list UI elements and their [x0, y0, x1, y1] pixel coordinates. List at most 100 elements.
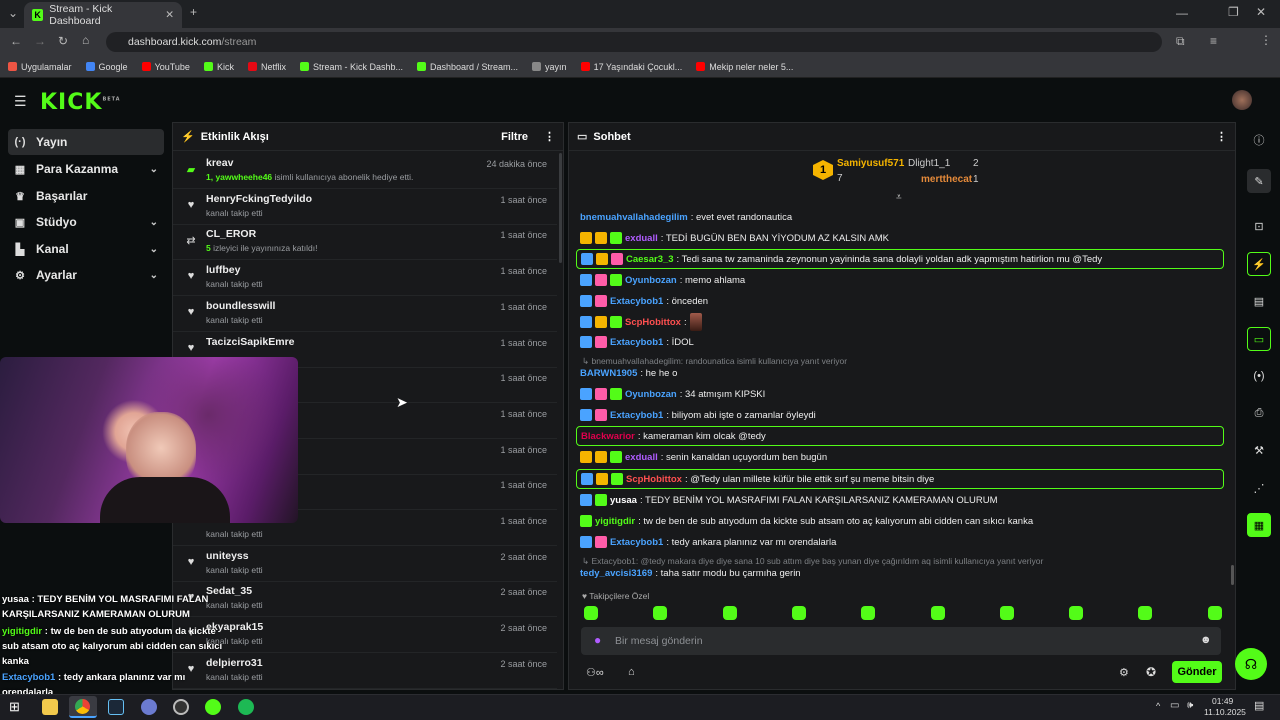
notification-icon[interactable]: ▤	[1254, 700, 1265, 712]
chat-username[interactable]: exduall	[625, 232, 658, 244]
chat-username[interactable]: tedy_avcisi3169	[580, 567, 653, 579]
bookmark-item[interactable]: 17 Yaşındaki Çocukl...	[580, 62, 682, 72]
chat-username[interactable]: Extacybob1	[610, 536, 664, 548]
chat-username[interactable]: BARWN1905	[580, 367, 638, 379]
bookmark-item[interactable]: Google	[85, 62, 128, 72]
send-button[interactable]: Gönder	[1172, 661, 1222, 683]
chat-toggle-icon[interactable]: ▭	[1247, 327, 1271, 351]
bookmark-item[interactable]: Kick	[203, 62, 234, 72]
top-gifter-1-name[interactable]: Samiyusuf571	[837, 158, 905, 169]
event-row[interactable]: ⇄ CL_EROR 5 izleyici ile yayınınıza katıld…	[173, 224, 557, 261]
chat-message[interactable]: yigitigdir: tw de ben de sub atıyodum da…	[580, 511, 1033, 531]
gift-shop-icon[interactable]: ⌂	[628, 666, 635, 678]
forward-icon[interactable]: →	[34, 34, 46, 48]
chat-message[interactable]: BARWN1905: he he o	[580, 363, 677, 383]
printer-icon[interactable]: ⎙	[1254, 406, 1264, 419]
filter-button[interactable]: Filtre	[501, 130, 528, 143]
chat-message-input[interactable]: Bir mesaj gönderin	[581, 627, 1221, 655]
event-username[interactable]: delpierro31	[206, 656, 263, 669]
emote-icon[interactable]	[1207, 606, 1222, 620]
sidebar-item-money[interactable]: ▦ Para Kazanma ⌄	[8, 156, 164, 182]
chat-message[interactable]: Extacybob1: tedy ankara planınız var mı …	[580, 532, 836, 552]
chat-username[interactable]: bnemuahvallahadegilim	[580, 211, 688, 223]
event-scrollbar[interactable]	[559, 153, 562, 263]
chat-username[interactable]: Extacybob1	[610, 409, 664, 421]
window-close-icon[interactable]: ✕	[1256, 5, 1267, 19]
event-username[interactable]: luffbey	[206, 264, 241, 277]
chat-username[interactable]: Oyunbozan	[625, 388, 677, 400]
sidebar-item-broadcast[interactable]: (·) Yayın	[8, 129, 164, 155]
emote-icon[interactable]	[791, 606, 806, 620]
emote-icon[interactable]	[930, 606, 945, 620]
event-row[interactable]: 1 saat önce	[173, 367, 557, 404]
chat-message[interactable]: ScpHobittox:	[580, 312, 687, 332]
emote-icon[interactable]	[999, 606, 1014, 620]
event-row[interactable]: ♥ HenryFckingTedyildo kanalı takip etti 1 s…	[173, 189, 557, 225]
bookmark-item[interactable]: Mekip neler neler 5...	[696, 62, 793, 72]
clock-date[interactable]: 11.10.2025	[1204, 707, 1246, 717]
bookmark-item[interactable]: Netflix	[247, 62, 286, 72]
tools-icon[interactable]: ⚒	[1254, 444, 1264, 457]
chat-username[interactable]: Caesar3_3	[626, 253, 674, 265]
emote-icon[interactable]	[653, 606, 668, 620]
volume-icon[interactable]: 🕪	[1187, 700, 1194, 711]
obs-icon[interactable]	[173, 699, 189, 715]
bookmark-item[interactable]: Stream - Kick Dashb...	[299, 62, 403, 72]
chat-message[interactable]: Extacybob1: biliyom abi işte o zamanlar …	[580, 405, 816, 425]
microphone-icon[interactable]: ●	[594, 633, 602, 647]
chat-username[interactable]: ScpHobittox	[626, 473, 682, 485]
chat-message[interactable]: Caesar3_3: Tedi sana tw zamaninda zeynon…	[576, 249, 1224, 269]
sidebar-item-channel[interactable]: ▙ Kanal ⌄	[8, 236, 164, 262]
chat-message[interactable]: Extacybob1: İDOL	[580, 332, 694, 352]
event-row[interactable]: ♥ ekyaprak15 kanalı takip etti 2 saat önce	[173, 617, 557, 654]
kick-coin-icon[interactable]: ✪	[1146, 665, 1157, 679]
network-icon[interactable]: ▭	[1170, 700, 1180, 711]
event-username[interactable]: kreav	[206, 157, 234, 169]
chat-message[interactable]: tedy_avcisi3169: taha satır modu bu çarm…	[580, 563, 801, 583]
back-icon[interactable]: ←	[10, 34, 22, 48]
edit-icon[interactable]: ✎	[1247, 169, 1271, 193]
chat-username[interactable]: ScpHobittox	[625, 316, 681, 328]
steam-icon[interactable]	[108, 699, 124, 715]
chat-settings-icon[interactable]: ⚙	[1119, 667, 1129, 679]
file-explorer-icon[interactable]	[42, 699, 58, 715]
event-username[interactable]: boundlesswill	[206, 299, 276, 312]
chat-message[interactable]: yusaa: TEDY BENİM YOL MASRAFIMI FALAN KA…	[580, 490, 998, 510]
screen-capture-icon[interactable]: ⊡	[1254, 220, 1264, 233]
event-row[interactable]: 1 saat önce	[173, 403, 557, 439]
support-headset-icon[interactable]: ☊	[1235, 648, 1267, 680]
new-tab-icon[interactable]: +	[190, 5, 198, 19]
kick-app-icon[interactable]	[205, 699, 221, 715]
sidebar-item-trophy[interactable]: ♛ Başarılar	[8, 183, 164, 209]
collapse-gifters-icon[interactable]: ⩡	[896, 192, 902, 203]
chat-message[interactable]: Oyunbozan: 34 atmışım KIPSKI	[580, 384, 765, 404]
clip-icon[interactable]: ▦	[1247, 513, 1271, 537]
tab-search-icon[interactable]: ⌄	[8, 6, 19, 20]
event-row[interactable]: ♥ delpierro31 kanalı takip etti 2 saat önce	[173, 653, 557, 689]
emote-icon[interactable]	[584, 606, 598, 620]
clock-time[interactable]: 01:49	[1212, 696, 1234, 706]
event-more-icon[interactable]: ⋮	[544, 131, 555, 143]
event-username[interactable]: HenryFckingTedyildo	[206, 192, 312, 205]
bookmark-item[interactable]: Uygulamalar	[8, 62, 72, 72]
bookmark-item[interactable]: YouTube	[141, 62, 190, 72]
kick-logo[interactable]: KICKBETA	[40, 90, 121, 115]
hamburger-menu-icon[interactable]: ☰	[14, 93, 27, 109]
chat-message[interactable]: Oyunbozan: memo ahlama	[580, 270, 745, 290]
chat-reply-context[interactable]: ↳ bnemuahvallahadegilim: randounatica is…	[582, 356, 848, 366]
chat-message[interactable]: ScpHobittox: @Tedy ulan millete küfür bi…	[576, 469, 1224, 489]
event-username[interactable]: uniteyss	[206, 549, 249, 562]
emote-icon[interactable]	[722, 606, 737, 620]
chat-more-icon[interactable]: ⋮	[1216, 131, 1227, 143]
media-icon[interactable]: ≡	[1210, 34, 1218, 48]
chevron-down-icon[interactable]: ⌄	[149, 216, 158, 228]
chat-username[interactable]: Extacybob1	[610, 336, 664, 348]
event-row[interactable]: 1 saat önce	[173, 474, 557, 511]
spotify-icon[interactable]	[238, 699, 254, 715]
home-icon[interactable]: ⌂	[82, 33, 90, 47]
chat-message[interactable]: Blackwarior: kameraman kim olcak @tedy	[576, 426, 1224, 446]
chat-username[interactable]: exduall	[625, 451, 658, 463]
emote-icon[interactable]	[861, 606, 876, 620]
browser-tab-active[interactable]: K Stream - Kick Dashboard ✕	[24, 2, 182, 28]
bookmark-item[interactable]: yayın	[532, 62, 567, 72]
